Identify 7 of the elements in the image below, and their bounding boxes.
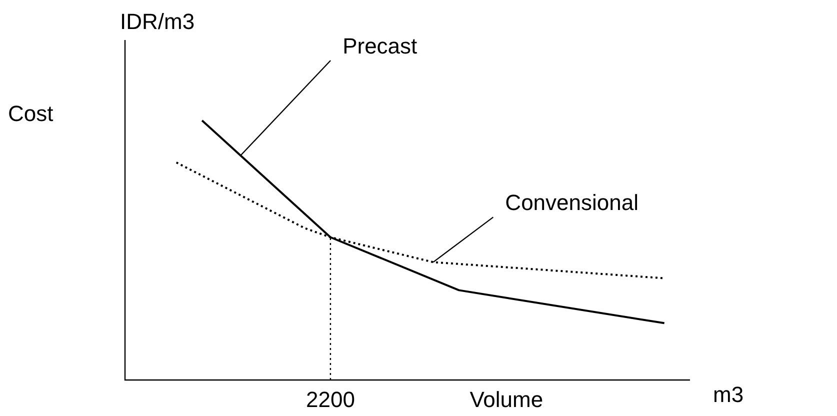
text: IDR/m3 [120, 9, 195, 34]
text: Precast [342, 34, 418, 59]
text: Convensional [505, 190, 638, 216]
x-axis-title: Volume [470, 387, 544, 412]
y-axis-title: Cost [8, 101, 54, 126]
annotation: 2200 [306, 387, 355, 412]
text: m3 [713, 382, 744, 408]
